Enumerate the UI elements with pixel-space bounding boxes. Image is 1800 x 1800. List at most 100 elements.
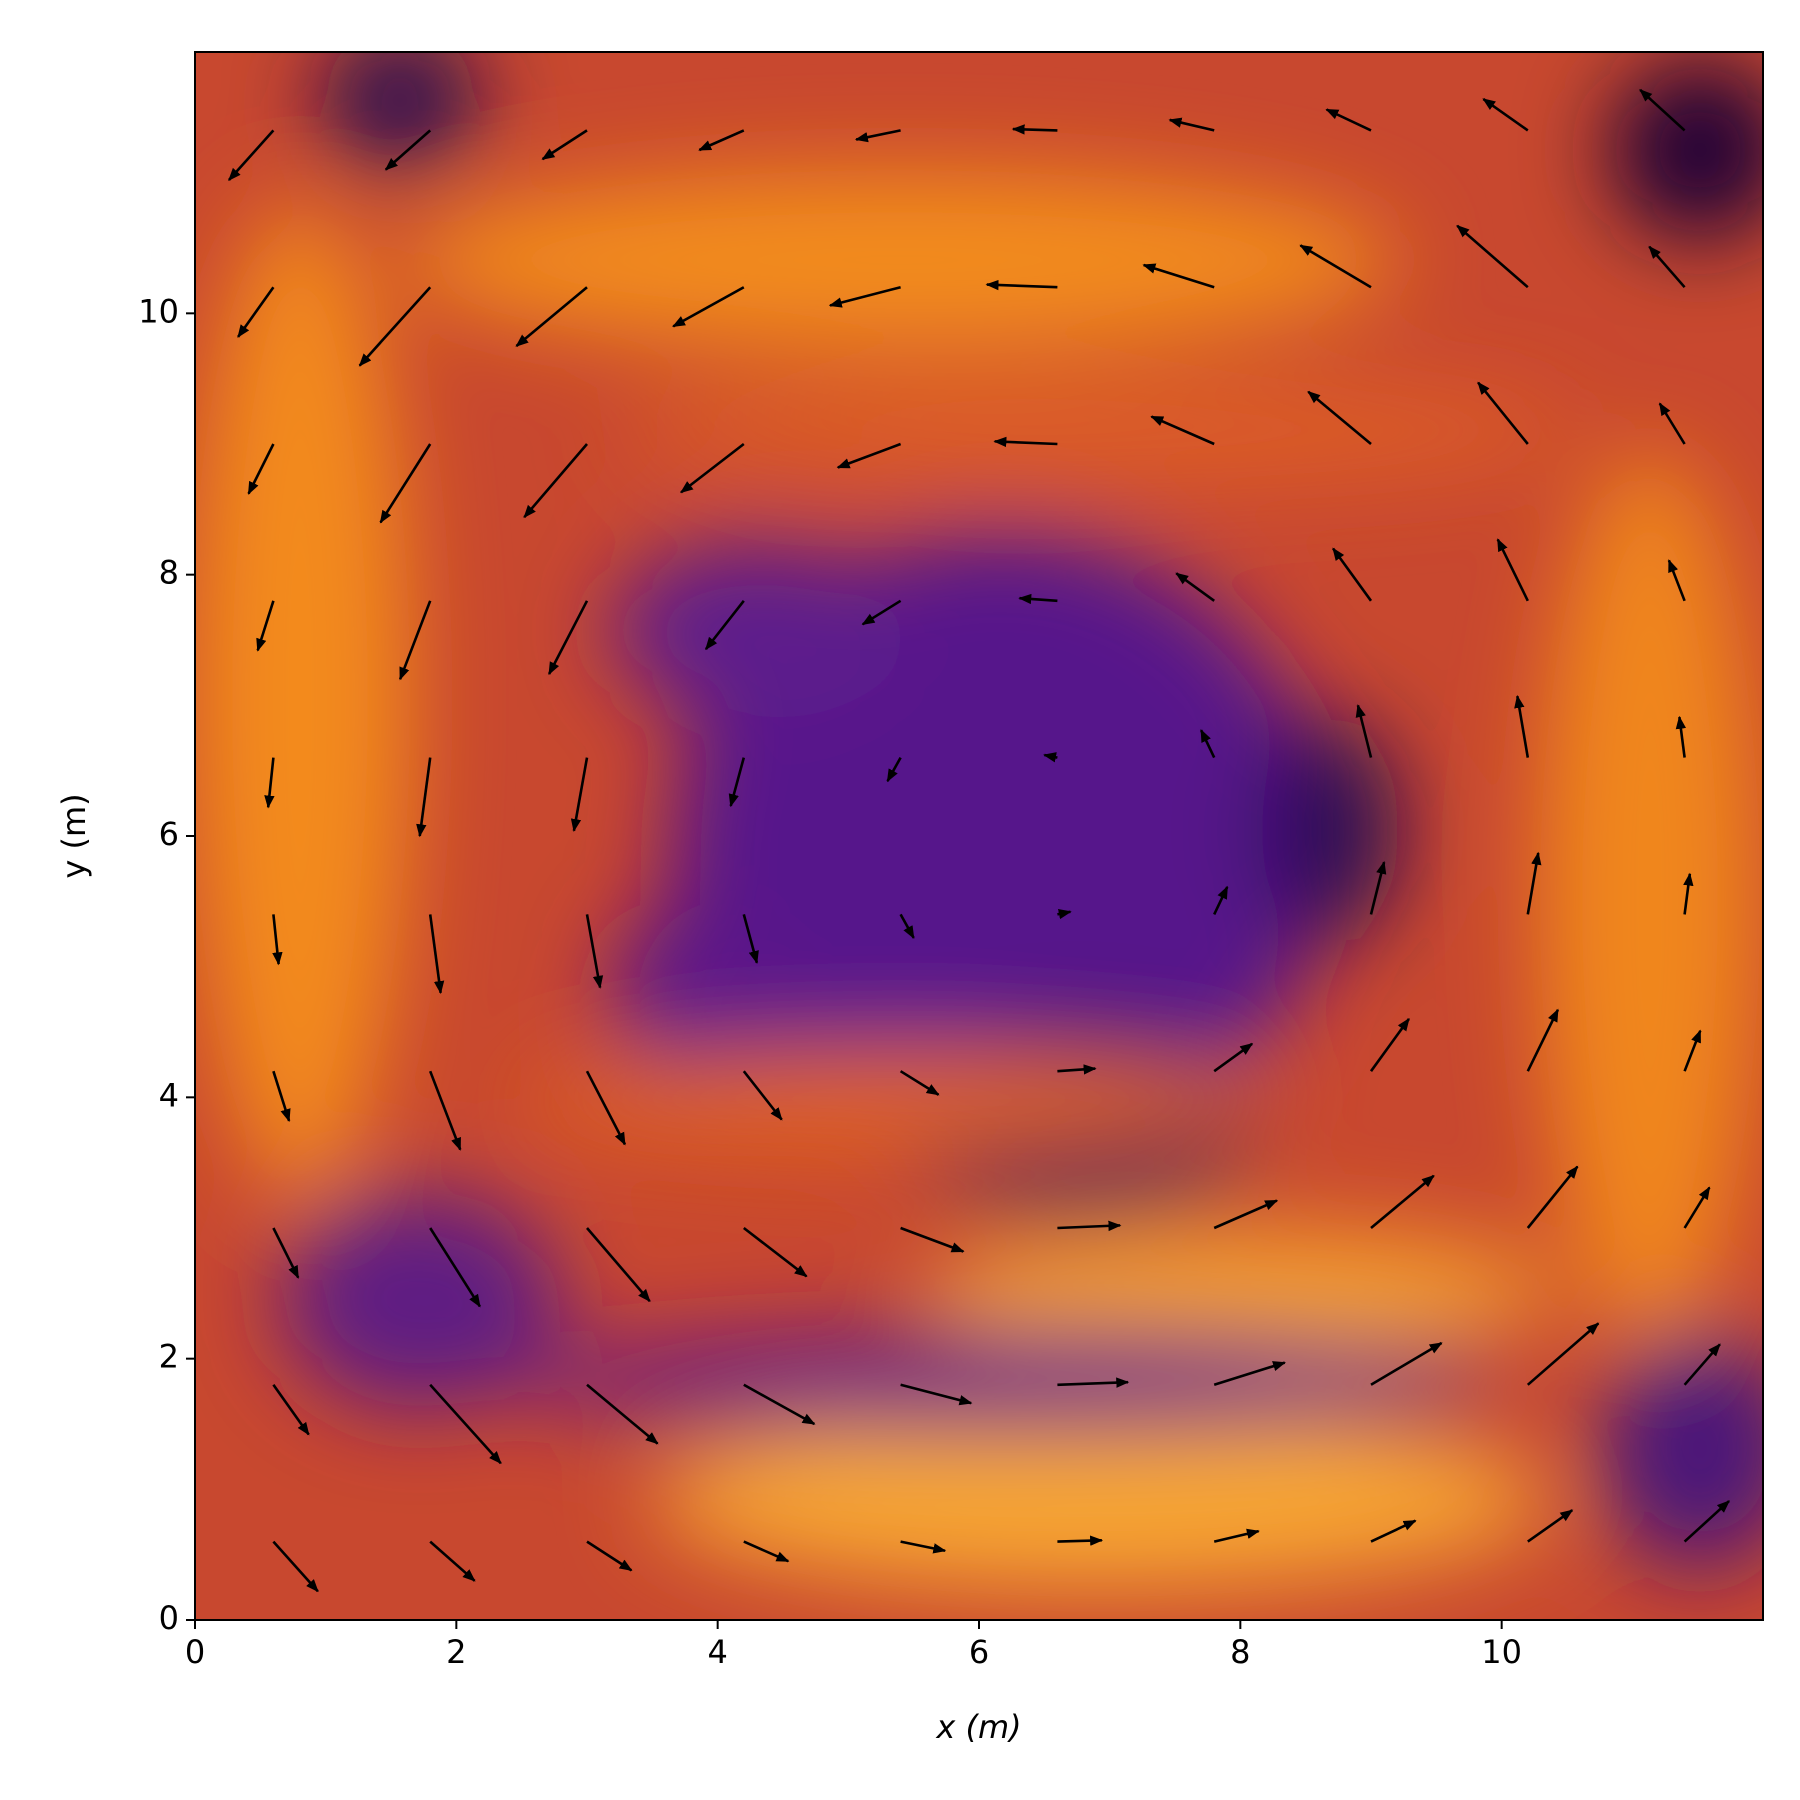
velocity-arrow [1213, 885, 1229, 915]
velocity-arrow [272, 1227, 300, 1279]
velocity-arrow [1057, 908, 1072, 920]
velocity-arrow [416, 757, 432, 838]
velocity-arrow [1057, 1064, 1097, 1075]
velocity-arrow [272, 1540, 319, 1593]
velocity-arrow [993, 436, 1058, 448]
x-axis-label: x (m) [935, 1708, 1021, 1746]
velocity-arrow [1639, 88, 1686, 132]
velocity-arrow [1299, 244, 1372, 289]
y-tick-label: 10 [138, 292, 179, 330]
velocity-arrow [585, 914, 604, 989]
y-tick-label: 6 [159, 815, 179, 853]
y-tick-label: 8 [159, 554, 179, 592]
velocity-arrow [1658, 402, 1686, 445]
velocity-arrow [586, 1383, 659, 1445]
velocity-arrow [237, 286, 275, 338]
velocity-arrow [428, 1070, 462, 1151]
velocity-arrow [899, 1070, 940, 1096]
velocity-arrow [828, 285, 901, 308]
x-tick-label: 10 [1481, 1633, 1522, 1671]
velocity-arrow [861, 599, 902, 626]
y-tick-label: 0 [159, 1599, 179, 1637]
velocity-arrow [742, 1070, 783, 1121]
y-axis-label: y (m) [55, 793, 93, 878]
velocity-arrow [900, 1226, 965, 1253]
velocity-arrow [1667, 559, 1686, 602]
velocity-arrow [1526, 1165, 1579, 1229]
velocity-arrow [1370, 1341, 1443, 1386]
velocity-arrow [1325, 108, 1372, 132]
x-tick-label: 6 [969, 1633, 989, 1671]
velocity-arrow [1496, 538, 1529, 602]
velocity-arrow [743, 1226, 808, 1278]
velocity-arrow [1370, 1174, 1435, 1229]
velocity-arrow [384, 129, 432, 171]
velocity-arrow [1482, 97, 1529, 132]
velocity-arrow [1043, 752, 1058, 763]
velocity-arrow [1477, 381, 1529, 445]
velocity-arrow [272, 1070, 291, 1123]
velocity-arrow [1168, 117, 1215, 132]
velocity-arrow [547, 600, 589, 676]
velocity-arrow [541, 129, 588, 161]
velocity-arrow [272, 914, 283, 966]
velocity-arrow [1057, 1220, 1122, 1232]
velocity-arrow [429, 1227, 481, 1308]
velocity-arrow [358, 286, 432, 367]
velocity-arrow [428, 914, 445, 995]
velocity-arrow [728, 757, 746, 808]
velocity-arrow [379, 443, 432, 524]
velocity-arrow [264, 757, 275, 809]
velocity-arrow [1355, 704, 1373, 758]
velocity-arrow [1683, 1343, 1721, 1386]
velocity-arrow [1526, 1322, 1600, 1386]
velocity-arrow [1369, 860, 1387, 915]
velocity-arrow [429, 1383, 502, 1465]
velocity-arrow [1675, 715, 1687, 758]
velocity-arrow [1213, 1199, 1279, 1230]
velocity-arrow [1307, 390, 1372, 445]
y-tick-label: 2 [159, 1338, 179, 1376]
axes: 0 2 4 6 8 10 0 2 4 6 8 10 [138, 292, 1522, 1671]
velocity-arrow [1332, 547, 1373, 602]
velocity-arrow [742, 914, 759, 965]
velocity-arrow [704, 599, 745, 651]
velocity-arrow [515, 286, 588, 347]
velocity-arrow [1057, 1377, 1130, 1388]
velocity-arrow [1150, 415, 1215, 446]
velocity-arrow [672, 286, 745, 328]
velocity-arrow [1526, 851, 1542, 915]
velocity-arrow [1527, 1509, 1574, 1543]
velocity-arrow [900, 1383, 973, 1406]
y-tick-label: 4 [159, 1076, 179, 1114]
velocity-arrow [256, 600, 275, 652]
velocity-arrow [247, 443, 275, 495]
velocity-arrow [429, 1540, 476, 1582]
velocity-arrow [586, 1227, 651, 1303]
velocity-arrow [1011, 124, 1058, 135]
velocity-arrow [743, 1383, 816, 1426]
velocity-arrow [836, 442, 902, 469]
velocity-arrow [1057, 1535, 1104, 1546]
arrows [228, 88, 1730, 1593]
velocity-arrow [398, 600, 432, 681]
velocity-arrow [570, 757, 589, 833]
x-tick-label: 2 [446, 1633, 466, 1671]
velocity-arrow [228, 129, 275, 182]
velocity-arrow [586, 1540, 633, 1572]
velocity-arrow [1526, 1008, 1560, 1072]
velocity-arrow [1456, 224, 1529, 289]
velocity-arrow [886, 756, 902, 783]
velocity-arrow [698, 129, 745, 152]
velocity-arrow [1514, 694, 1530, 758]
velocity-arrow [272, 1384, 310, 1436]
velocity-arrow [1213, 1042, 1254, 1073]
texture [195, 52, 1763, 1590]
field-background [195, 52, 1763, 1620]
velocity-arrow [1683, 1029, 1702, 1072]
velocity-arrow [743, 1540, 790, 1563]
x-tick-label: 0 [185, 1633, 205, 1671]
velocity-arrow [854, 129, 901, 143]
